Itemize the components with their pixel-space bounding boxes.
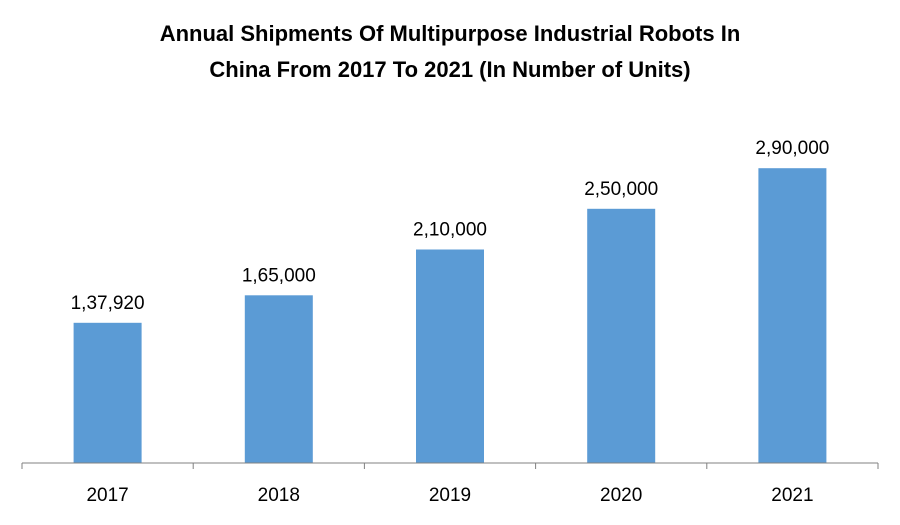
bar-2018 bbox=[244, 295, 313, 464]
chart-title-line-2: China From 2017 To 2021 (In Number of Un… bbox=[209, 57, 691, 82]
x-tick-label-2018: 2018 bbox=[258, 485, 300, 506]
bar-2017 bbox=[73, 322, 142, 463]
x-tick-label-2017: 2017 bbox=[86, 485, 128, 506]
data-label-2021: 2,90,000 bbox=[755, 138, 829, 159]
data-label-2020: 2,50,000 bbox=[584, 179, 658, 200]
data-label-2018: 1,65,000 bbox=[242, 265, 316, 286]
data-label-2019: 2,10,000 bbox=[413, 220, 487, 241]
x-tick-label-2019: 2019 bbox=[429, 485, 471, 506]
data-label-2017: 1,37,920 bbox=[71, 293, 145, 314]
bar-2020 bbox=[587, 208, 656, 463]
x-tick-label-2020: 2020 bbox=[600, 485, 642, 506]
chart-title-line-1: Annual Shipments Of Multipurpose Industr… bbox=[159, 21, 741, 46]
bar-2019 bbox=[416, 249, 484, 463]
x-tick-label-2021: 2021 bbox=[771, 485, 813, 506]
bar-2021 bbox=[758, 168, 827, 463]
chart-title: Annual Shipments Of Multipurpose Industr… bbox=[0, 16, 900, 88]
